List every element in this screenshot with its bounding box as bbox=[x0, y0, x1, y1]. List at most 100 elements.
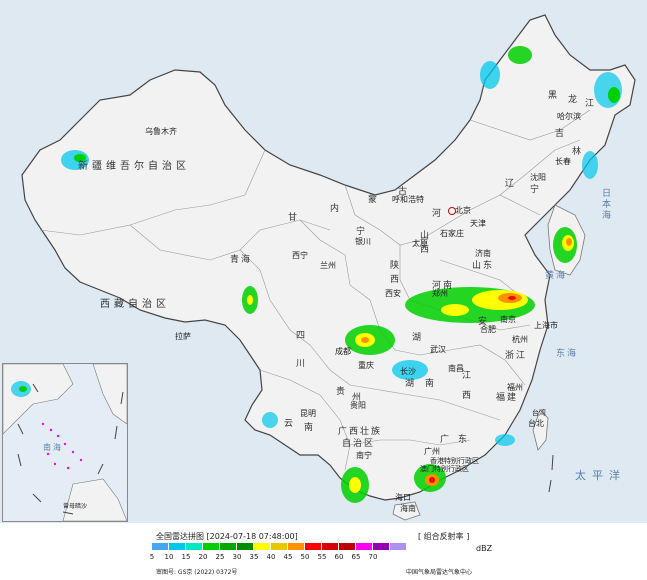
region-xizang: 西藏自治区 bbox=[100, 299, 170, 310]
scale-swatch bbox=[390, 543, 406, 550]
city-taibei: 台北 bbox=[528, 419, 544, 428]
city-fuzhou: 福州 bbox=[507, 383, 523, 392]
region-jilin-1: 吉 bbox=[555, 129, 567, 139]
scale-swatch bbox=[237, 543, 253, 550]
region-shanxi-1: 山 bbox=[420, 231, 432, 241]
inset-zengmu: 曾母暗沙 bbox=[63, 503, 88, 510]
region-hubei: 湖 bbox=[412, 333, 424, 343]
city-haikou: 海口 bbox=[395, 493, 411, 502]
south-china-sea-inset: 南海 曾母暗沙 bbox=[2, 363, 128, 522]
scale-tick-label: 60 bbox=[334, 553, 344, 561]
city-xianggang: 香港特别行政区 bbox=[430, 457, 479, 465]
scale-swatch bbox=[152, 543, 168, 550]
city-xian: 西安 bbox=[385, 289, 401, 298]
legend-footer: 全国雷达拼图 [2024-07-18 07:48:00] [ 组合反射率 ] d… bbox=[0, 523, 647, 580]
city-lanzhou: 兰州 bbox=[320, 261, 336, 270]
city-shenyang: 沈阳 bbox=[530, 173, 546, 182]
region-sichuan-1: 四 bbox=[296, 331, 308, 341]
scale-swatch bbox=[220, 543, 236, 550]
scale-swatch bbox=[271, 543, 287, 550]
region-fujian: 福建 bbox=[496, 393, 519, 403]
city-wulumuqi: 乌鲁木齐 bbox=[145, 127, 177, 136]
city-hangzhou: 杭州 bbox=[512, 335, 528, 344]
region-guangxi-2: 自治区 bbox=[342, 439, 376, 449]
china-land bbox=[21, 14, 636, 501]
sea-taipingyang: 太平洋 bbox=[575, 469, 626, 482]
map-canvas bbox=[21, 14, 636, 521]
legend-source: 中国气象局雷达气象中心 bbox=[406, 569, 473, 576]
city-hefei: 合肥 bbox=[480, 325, 496, 334]
region-hunan-1: 湖 bbox=[405, 379, 417, 389]
legend-title: 全国雷达拼图 [2024-07-18 07:48:00] bbox=[156, 532, 298, 541]
scale-swatch bbox=[322, 543, 338, 550]
city-tianjin: 天津 bbox=[470, 219, 486, 228]
scale-swatch bbox=[254, 543, 270, 550]
region-neimenggu-1: 内 bbox=[330, 204, 342, 214]
region-zhejiang: 浙江 bbox=[505, 351, 528, 361]
sea-rihai: 日本海 bbox=[600, 188, 610, 221]
scale-tick-label: 30 bbox=[232, 553, 242, 561]
region-gansu: 甘 bbox=[288, 213, 300, 223]
city-taiyuan: 太原 bbox=[412, 239, 428, 248]
city-beijing: 北京 bbox=[455, 206, 471, 215]
city-huhehaote: 呼和浩特 bbox=[392, 195, 424, 204]
taiwan-land bbox=[532, 409, 549, 451]
region-jiangxi-1: 江 bbox=[462, 371, 474, 381]
city-zhengzhou: 郑州 bbox=[432, 289, 448, 298]
scale-swatch bbox=[203, 543, 219, 550]
region-jiangxi-2: 西 bbox=[462, 391, 474, 401]
city-nanchang: 南昌 bbox=[448, 364, 464, 373]
city-chengdu: 成都 bbox=[335, 347, 351, 356]
region-hunan-2: 南 bbox=[425, 379, 437, 389]
scale-tick-label: 35 bbox=[249, 553, 259, 561]
city-changsha: 长沙 bbox=[400, 367, 416, 376]
sea-donghai: 东海 bbox=[556, 349, 579, 359]
region-guizhou-2: 州 bbox=[352, 393, 364, 403]
city-xining: 西宁 bbox=[292, 251, 308, 260]
scale-tick-label: 20 bbox=[198, 553, 208, 561]
city-changchun: 长春 bbox=[555, 157, 571, 166]
region-anhui: 安 bbox=[478, 317, 490, 327]
sea-taiwan: 台湾 bbox=[532, 409, 546, 417]
city-guangzhou: 广州 bbox=[424, 447, 440, 456]
scale-swatch bbox=[339, 543, 355, 550]
region-qinghai: 青海 bbox=[230, 255, 253, 265]
radar-echoes bbox=[61, 46, 622, 503]
sea-huanghai: 黄海 bbox=[545, 271, 568, 281]
region-ningxia: 宁 bbox=[356, 227, 368, 237]
region-jilin-2: 林 bbox=[572, 147, 584, 157]
region-shandong: 山东 bbox=[472, 261, 495, 271]
capital-marker bbox=[448, 207, 456, 215]
region-neimenggu-3: 古 bbox=[398, 187, 410, 197]
scale-swatch bbox=[305, 543, 321, 550]
legend-product: [ 组合反射率 ] bbox=[418, 532, 470, 541]
city-haerbin: 哈尔滨 bbox=[557, 112, 581, 121]
scale-tick-label: 25 bbox=[215, 553, 225, 561]
region-liaoning-1: 辽 bbox=[505, 179, 517, 189]
hainan-land bbox=[392, 501, 421, 521]
region-hebei: 河 bbox=[432, 209, 444, 219]
city-chongqing: 重庆 bbox=[358, 361, 374, 370]
legend-approval: 审图号: GS京 (2022) 0372号 bbox=[156, 569, 238, 576]
region-liaoning-2: 宁 bbox=[530, 185, 542, 195]
region-yunnan-2: 南 bbox=[304, 423, 316, 433]
region-guizhou-1: 贵 bbox=[336, 387, 348, 397]
city-jinan: 济南 bbox=[475, 249, 491, 258]
region-yunnan-1: 云 bbox=[284, 419, 296, 429]
city-aomen: 澳门特别行政区 bbox=[420, 465, 469, 473]
scale-tick-label: 65 bbox=[351, 553, 361, 561]
region-guangdong-1: 广 bbox=[440, 435, 452, 445]
city-nanning: 南宁 bbox=[356, 451, 372, 460]
inset-sea-nanhai: 南海 bbox=[43, 443, 63, 452]
region-henan: 河南 bbox=[432, 281, 455, 291]
city-wuhan: 武汉 bbox=[430, 345, 446, 354]
scale-swatch bbox=[288, 543, 304, 550]
scale-tick-label: 10 bbox=[164, 553, 174, 561]
region-shaanxi-2: 西 bbox=[390, 275, 402, 285]
scale-tick-label: 70 bbox=[368, 553, 378, 561]
scale-tick-label: 5 bbox=[149, 553, 155, 561]
scale-swatch bbox=[373, 543, 389, 550]
radar-map: 新疆维吾尔自治区 西藏自治区 青海 甘 内 蒙 古 黑 龙 江 吉 林 辽 宁 … bbox=[0, 0, 647, 523]
city-yinchuan: 银川 bbox=[355, 237, 371, 246]
maritime-dashes bbox=[548, 454, 554, 493]
